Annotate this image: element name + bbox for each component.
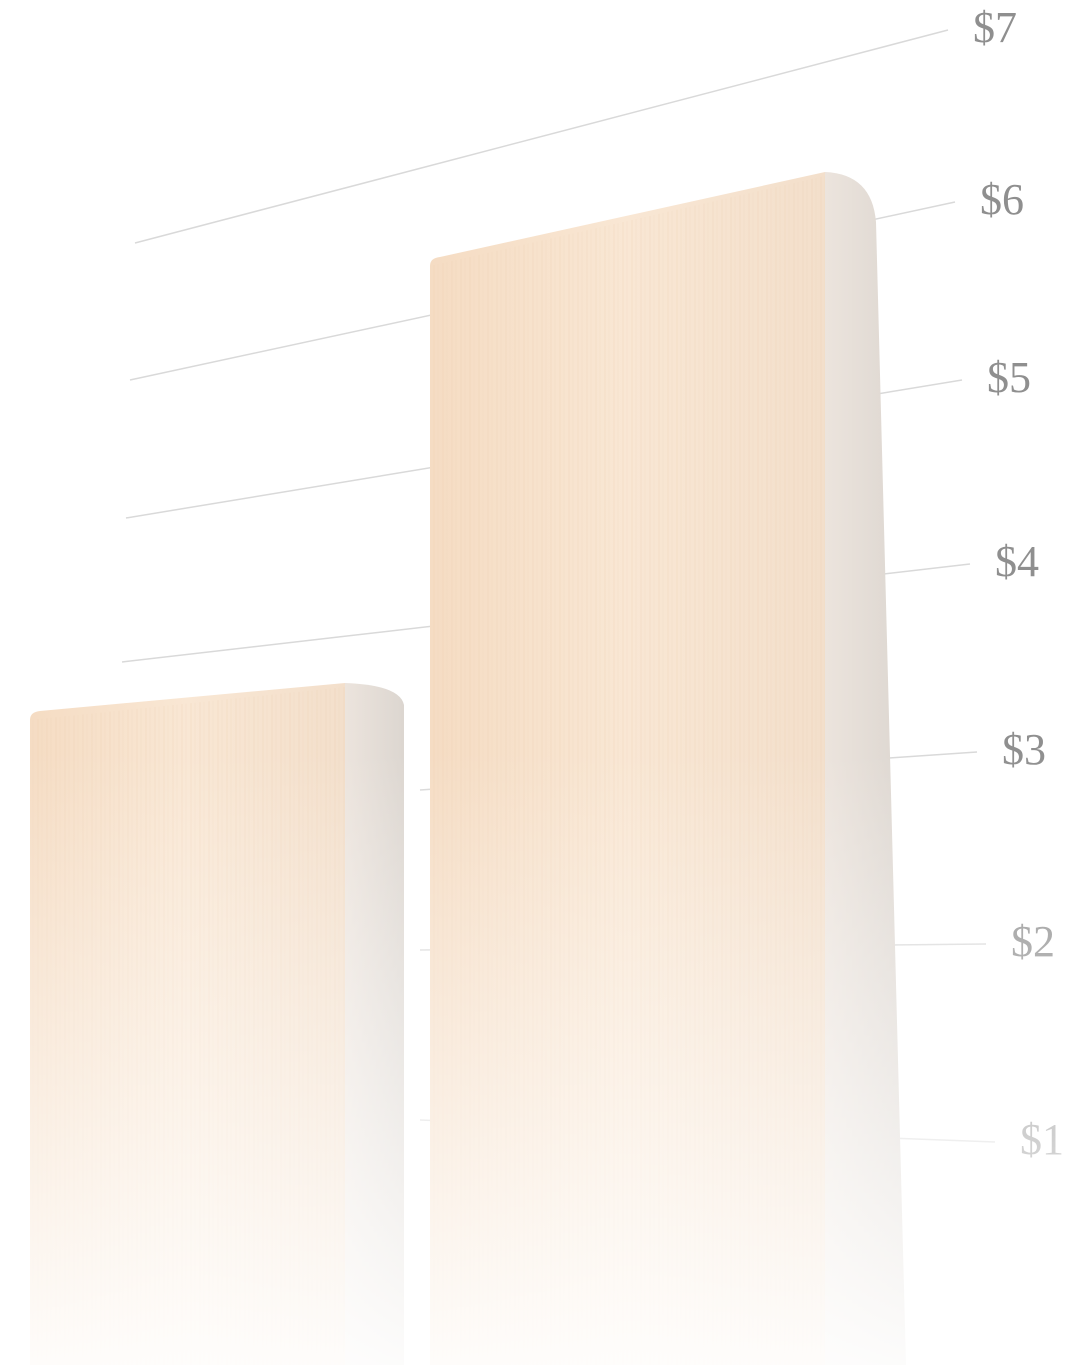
bottom-fade xyxy=(0,0,1074,1365)
chart: $1$2$3$4$5$6$7 xyxy=(0,0,1074,1365)
bar-chart-svg: $1$2$3$4$5$6$7 xyxy=(0,0,1074,1365)
